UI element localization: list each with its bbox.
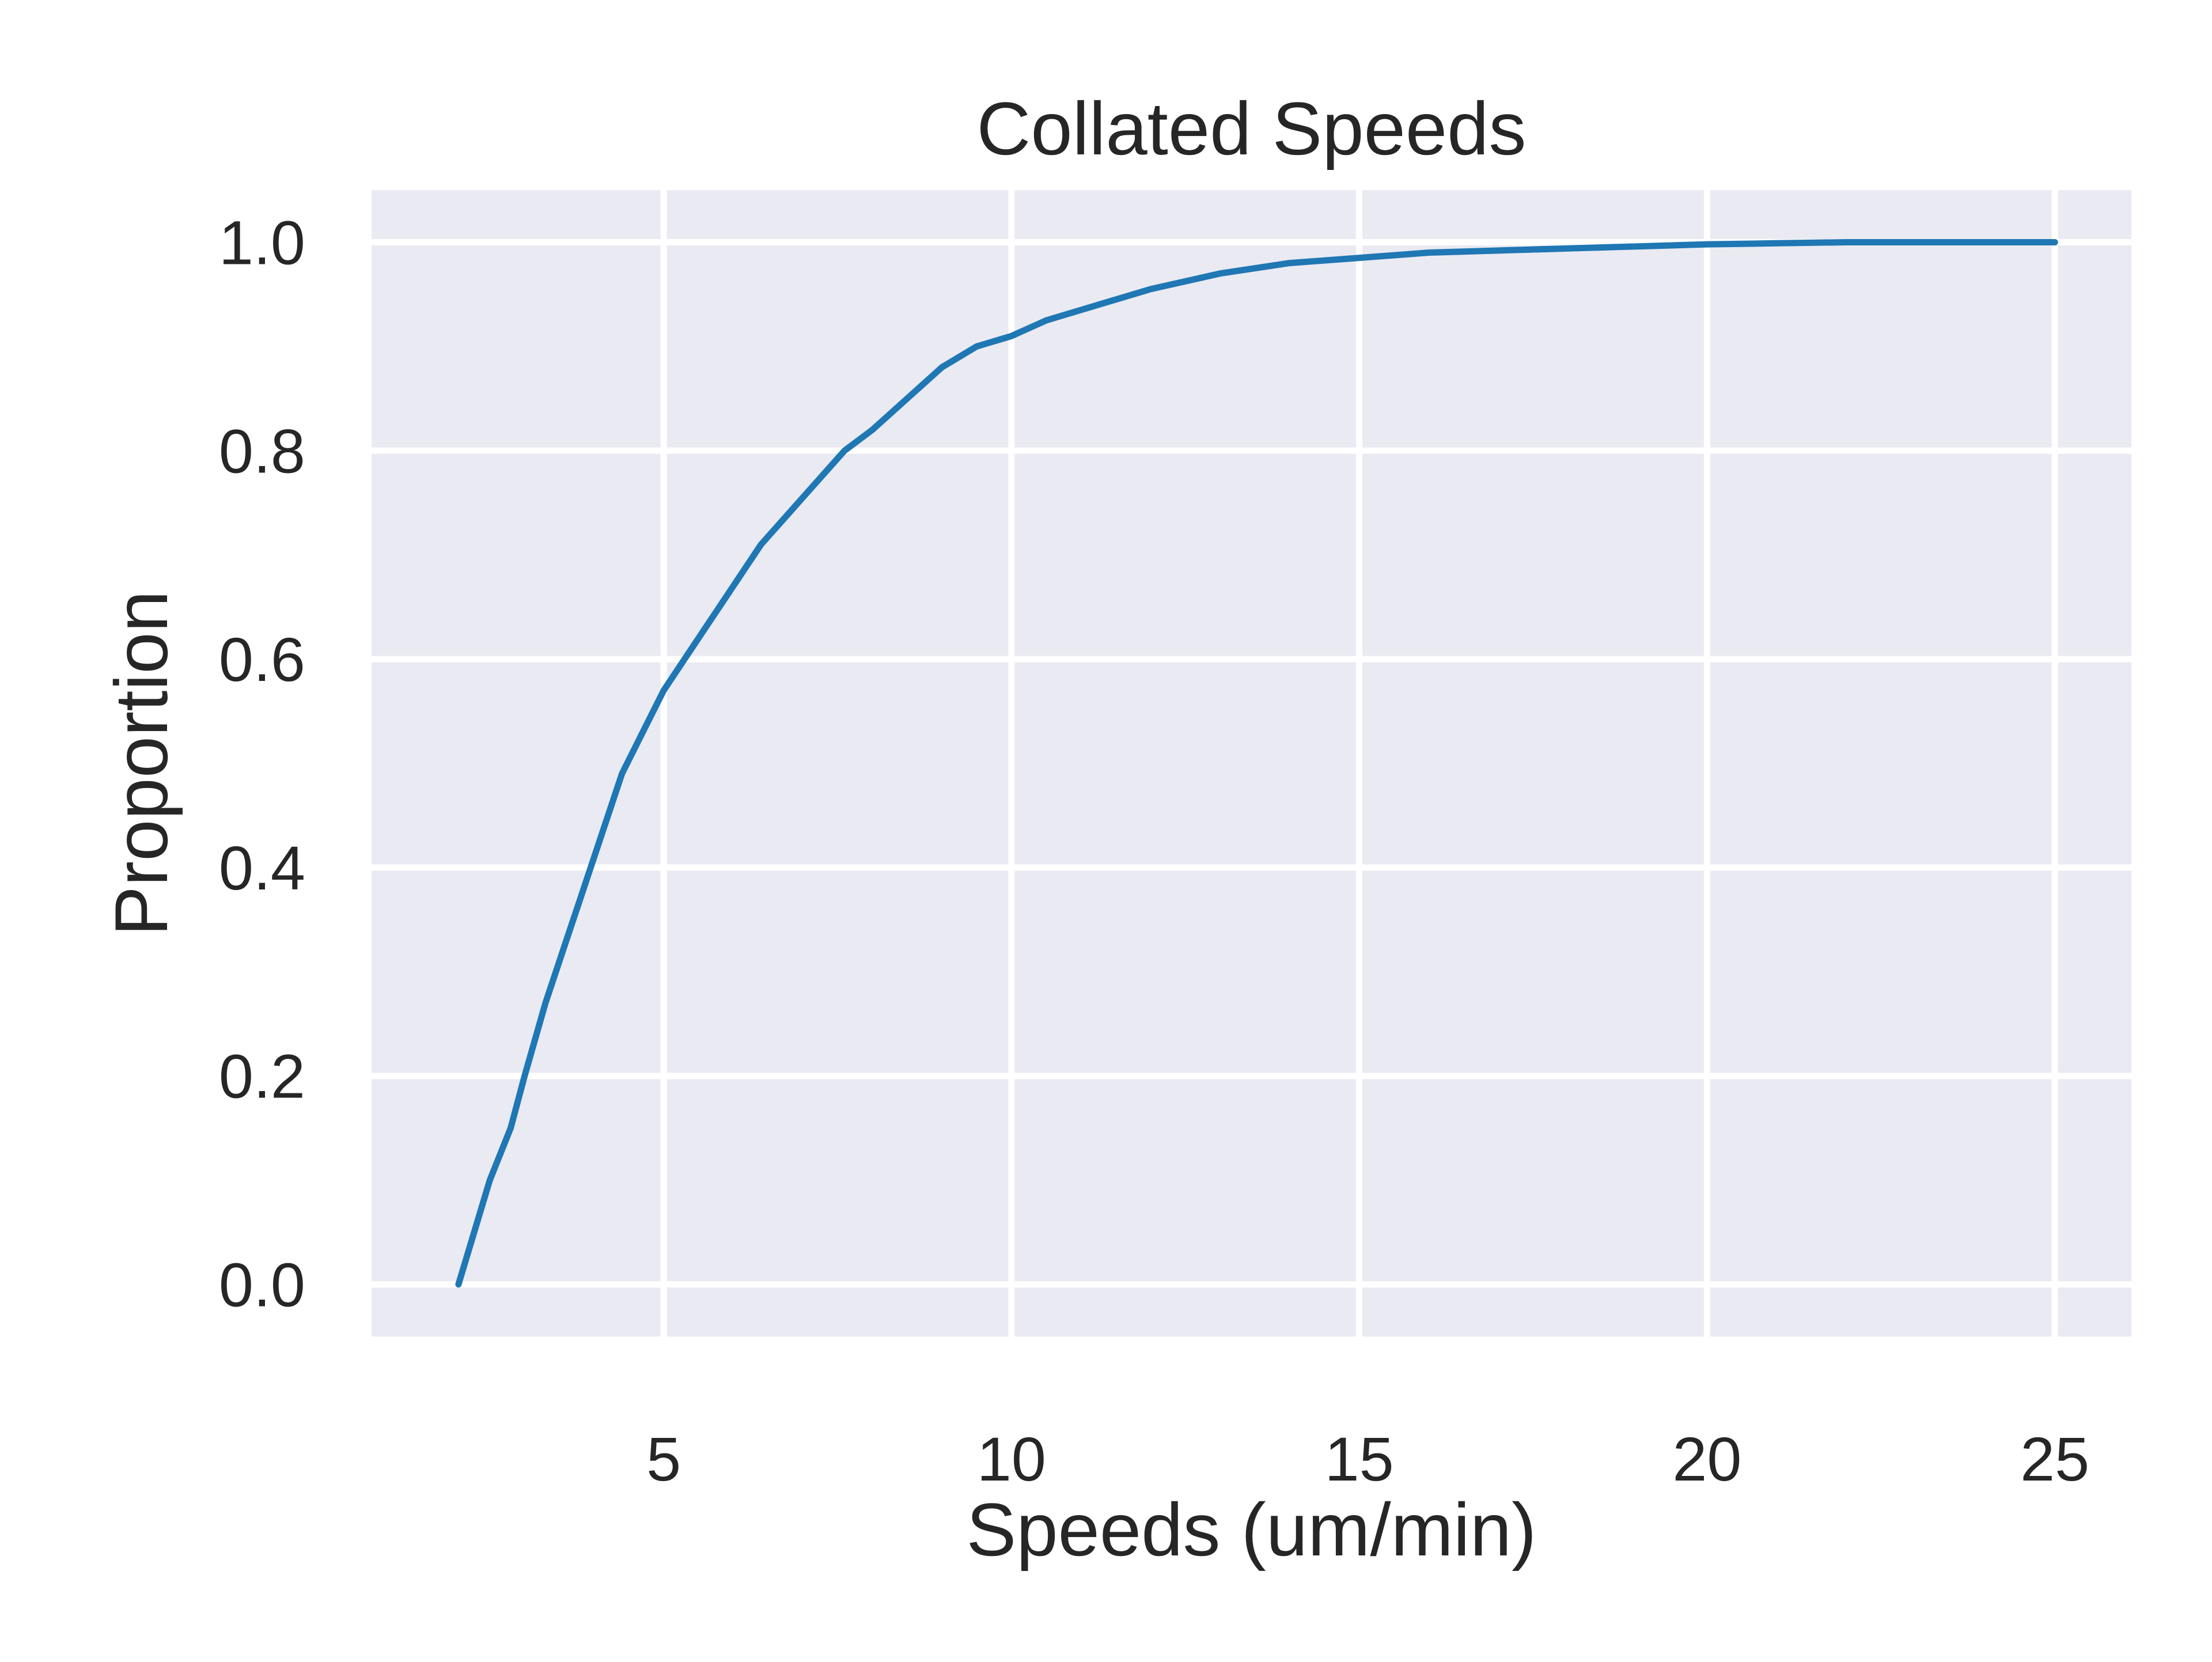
x-tick-label: 25 (2020, 1424, 2089, 1494)
y-tick-label: 0.6 (219, 624, 305, 694)
plot-area (372, 190, 2131, 1337)
x-tick-label: 20 (1672, 1424, 1741, 1494)
x-tick-label: 5 (646, 1424, 681, 1494)
x-axis-label: Speeds (um/min) (967, 1487, 1537, 1572)
y-tick-label: 0.0 (219, 1250, 305, 1320)
chart-title: Collated Speeds (977, 86, 1527, 171)
x-tick-label: 15 (1325, 1424, 1394, 1494)
grid-lines (372, 190, 2131, 1337)
x-tick-label: 10 (977, 1424, 1046, 1494)
y-tick-label: 0.2 (219, 1042, 305, 1111)
y-axis-label: Proportion (99, 590, 183, 936)
y-tick-label: 1.0 (219, 207, 305, 277)
tick-labels: 5 10 15 20 25 0.0 0.2 0.4 0.6 0.8 1.0 (219, 207, 2089, 1494)
series-line (455, 239, 2058, 1288)
y-tick-label: 0.8 (219, 416, 305, 486)
y-tick-label: 0.4 (219, 833, 305, 903)
